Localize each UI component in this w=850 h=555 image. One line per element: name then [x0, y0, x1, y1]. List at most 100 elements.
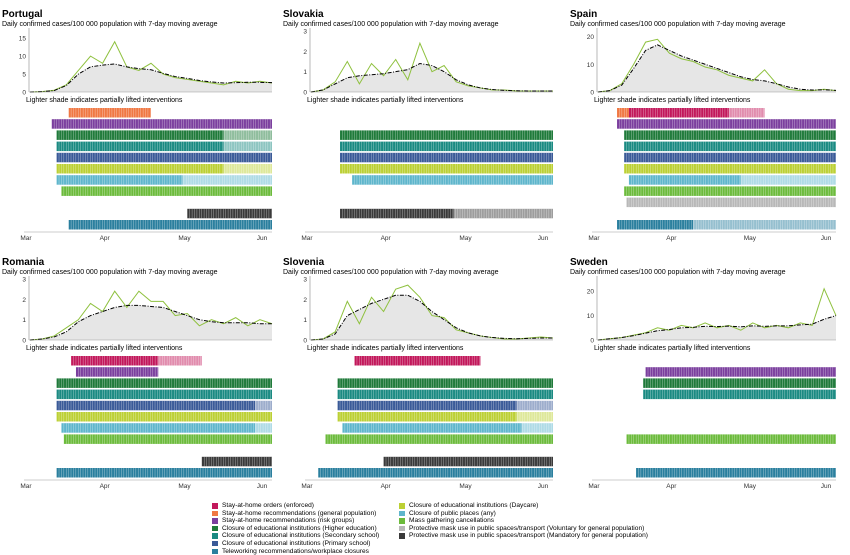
- month-tick-label: Mar: [20, 483, 32, 490]
- intervention-band-stay_enforced: [71, 356, 202, 366]
- intervention-band-stay_risk: [617, 119, 836, 129]
- band-active: [56, 175, 183, 185]
- month-tick-label: Mar: [20, 235, 32, 242]
- panel-title: Slovakia: [283, 9, 324, 20]
- band-lifted: [516, 400, 553, 411]
- moving-average-area: [311, 63, 553, 92]
- band-active: [61, 186, 273, 196]
- month-tick-label: Apr: [666, 483, 677, 490]
- intervention-band-telework: [68, 220, 272, 230]
- panel-subtitle: Daily confirmed cases/100 000 population…: [283, 269, 499, 276]
- band-lifted: [158, 356, 202, 366]
- month-tick-label: May: [459, 483, 472, 490]
- legend-swatch: [212, 518, 218, 524]
- daily-cases-line: [310, 284, 554, 341]
- band-active: [354, 356, 481, 366]
- intervention-band-edu_daycare: [337, 412, 553, 422]
- intervention-band-mask_voluntary: [626, 197, 836, 208]
- daily-cases-line: [597, 38, 837, 93]
- panel-title: Portugal: [2, 9, 43, 20]
- month-tick-label: May: [744, 483, 757, 490]
- intervention-band-edu_primary: [337, 400, 553, 411]
- legend-label: Closure of public places (any): [409, 509, 496, 517]
- intervention-band-mass_gathering: [624, 186, 836, 196]
- y-tick-label: 10: [19, 54, 27, 61]
- band-active: [56, 468, 273, 478]
- month-tick-label: May: [744, 235, 757, 242]
- band-lifted: [693, 220, 836, 230]
- band-active: [617, 220, 694, 230]
- legend-swatch: [212, 533, 218, 539]
- y-tick-label: 2: [22, 297, 26, 304]
- intervention-band-edu_daycare: [340, 164, 553, 174]
- band-lifted: [740, 175, 836, 185]
- legend-swatch: [399, 525, 405, 532]
- intervention-band-mask_mandatory: [340, 208, 553, 219]
- daily-cases-line: [29, 290, 273, 341]
- moving-average-area: [30, 64, 272, 92]
- y-tick-label: 3: [303, 29, 307, 36]
- legend-swatch: [399, 510, 405, 517]
- month-tick-label: Apr: [381, 235, 392, 242]
- intervention-band-edu_higher: [56, 130, 272, 140]
- band-active: [643, 389, 836, 400]
- band-active: [626, 434, 836, 444]
- moving-average-line: [310, 63, 553, 93]
- month-tick-label: May: [459, 235, 472, 242]
- legend-swatch: [212, 525, 218, 532]
- moving-average-line: [310, 294, 553, 341]
- intervention-band-edu_primary: [340, 152, 553, 163]
- y-tick-label: 0: [22, 90, 26, 97]
- band-active: [636, 468, 836, 478]
- y-tick-label: 2: [303, 49, 307, 56]
- shade-note: Lighter shade indicates partially lifted…: [594, 345, 751, 352]
- moving-average-line: [597, 315, 837, 341]
- band-active: [624, 186, 836, 196]
- intervention-band-edu_daycare: [56, 412, 273, 422]
- band-active: [624, 141, 836, 152]
- y-tick-label: 2: [303, 297, 307, 304]
- band-active: [337, 389, 553, 400]
- band-active: [342, 423, 522, 433]
- month-tick-label: Mar: [588, 483, 600, 490]
- intervention-band-edu_secondary: [337, 389, 553, 400]
- band-lifted: [223, 130, 272, 140]
- intervention-band-stay_risk: [51, 119, 272, 129]
- intervention-band-stay_risk: [75, 367, 159, 377]
- intervention-band-edu_higher: [56, 378, 273, 388]
- month-tick-label: May: [178, 235, 191, 242]
- moving-average-area: [311, 295, 553, 340]
- legend-label: Closure of educational institutions (Day…: [409, 502, 539, 509]
- band-active: [201, 456, 272, 467]
- intervention-band-telework: [318, 468, 553, 478]
- panel-subtitle: Daily confirmed cases/100 000 population…: [2, 21, 218, 28]
- band-active: [340, 141, 553, 152]
- y-tick-label: 1: [22, 317, 26, 324]
- month-tick-label: Apr: [100, 235, 111, 242]
- intervention-band-public_places: [628, 175, 836, 185]
- band-active: [56, 389, 273, 400]
- band-active: [187, 208, 272, 219]
- intervention-band-mass_gathering: [61, 186, 273, 196]
- legend: Stay-at-home orders (enforced) Stay-at-ho…: [212, 502, 682, 555]
- band-active: [624, 130, 836, 140]
- y-tick-label: 5: [22, 72, 26, 79]
- band-active: [56, 152, 273, 163]
- intervention-band-public_places: [61, 423, 272, 433]
- band-active: [56, 400, 256, 411]
- intervention-band-public_places: [342, 423, 553, 433]
- panel-title: Slovenia: [283, 257, 325, 268]
- intervention-band-stay_risk: [645, 367, 836, 377]
- shade-note: Lighter shade indicates partially lifted…: [26, 97, 183, 104]
- month-tick-label: Jun: [821, 483, 832, 490]
- y-tick-label: 1: [303, 317, 307, 324]
- band-lifted: [255, 423, 272, 433]
- legend-label: Stay-at-home orders (enforced): [222, 502, 314, 509]
- intervention-band-stay_general: [617, 108, 629, 118]
